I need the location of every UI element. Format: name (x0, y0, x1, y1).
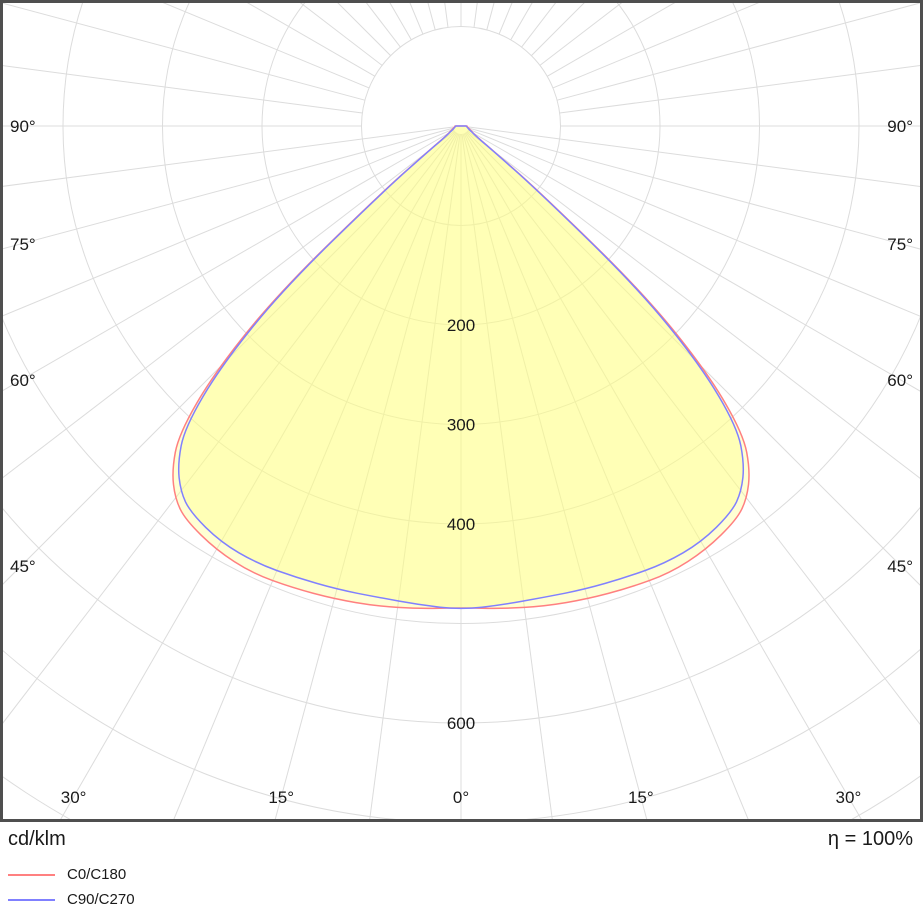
unit-label: cd/klm (8, 828, 66, 850)
svg-text:75°: 75° (10, 235, 36, 254)
legend-line-c90-c270 (8, 898, 55, 901)
legend: C0/C180 C90/C270 (8, 862, 913, 912)
legend-label: C90/C270 (67, 891, 135, 908)
polar-chart: 200 300 400 600 0° 15° 15° 30° 30° 45° 45° 60° 60° 75… (0, 0, 923, 822)
polar-diagram: 200 300 400 600 0° 15° 15° 30° 30° 45° 45° 60° 60° 75… (0, 0, 923, 822)
svg-text:200: 200 (447, 316, 475, 335)
legend-item: C90/C270 (8, 887, 913, 912)
chart-footer: cd/klm η = 100% C0/C180 C90/C270 (0, 822, 923, 923)
svg-text:90°: 90° (887, 117, 913, 136)
svg-text:30°: 30° (61, 788, 87, 807)
svg-text:60°: 60° (10, 371, 36, 390)
svg-text:45°: 45° (887, 557, 913, 576)
svg-text:90°: 90° (10, 117, 36, 136)
footer-info-row: cd/klm η = 100% (8, 827, 913, 851)
svg-text:0°: 0° (453, 788, 469, 807)
svg-text:400: 400 (447, 515, 475, 534)
legend-line-c0-c180 (8, 873, 55, 876)
legend-item: C0/C180 (8, 862, 913, 887)
svg-text:300: 300 (447, 416, 475, 435)
svg-text:15°: 15° (628, 788, 654, 807)
svg-text:15°: 15° (268, 788, 294, 807)
svg-text:60°: 60° (887, 371, 913, 390)
svg-text:30°: 30° (836, 788, 862, 807)
efficiency-label: η = 100% (827, 828, 913, 850)
svg-text:45°: 45° (10, 557, 36, 576)
svg-text:75°: 75° (887, 235, 913, 254)
legend-label: C0/C180 (67, 866, 127, 883)
svg-text:600: 600 (447, 714, 475, 733)
